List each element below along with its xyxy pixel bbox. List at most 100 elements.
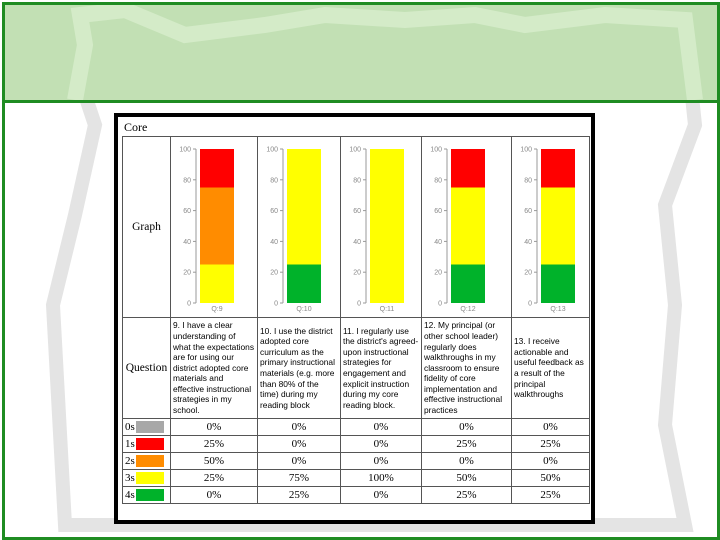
question-text-q10: 10. I use the district adopted core curr… [257,317,341,419]
chart-cell-q11: 0 20 40 60 80 100 Q:11 [340,136,422,318]
header-map-watermark [67,5,703,102]
y-tick-label: 0 [357,301,361,308]
y-tick-label: 20 [183,270,191,277]
y-tick-label: 60 [434,208,442,215]
score-label-text: 4s [125,488,135,501]
pct-cell: 25% [257,486,341,504]
y-tick-label: 60 [524,208,532,215]
x-category-label: Q:11 [380,306,395,313]
y-tick-label: 100 [349,147,361,154]
score-label-text: 2s [125,454,135,467]
y-tick-label: 100 [430,147,442,154]
graph-row-label: Graph [122,136,171,318]
survey-table: Graph 0 20 40 60 80 100 Q:9 0 20 40 60 80 100 Q:10 0… [122,136,590,504]
y-tick-label: 40 [353,239,361,246]
question-text-q13: 13. I receive actionable and useful feed… [511,317,590,419]
y-tick-label: 0 [274,301,278,308]
core-title: Core [124,120,148,134]
pct-cell: 0% [340,486,422,504]
bar-segment-3s [370,149,404,303]
chart-q11: 0 20 40 60 80 100 Q:11 [349,147,404,313]
header-band [5,5,717,103]
pct-cell: 0% [170,486,258,504]
pct-cell: 0% [511,418,590,436]
y-tick-label: 100 [179,147,191,154]
bar-segment-1s [541,149,575,188]
chart-cell-q9: 0 20 40 60 80 100 Q:9 [170,136,258,318]
core-survey-panel: Core Graph 0 20 40 60 80 100 Q:9 0 20 40 60 80 100 Q… [114,113,595,524]
score-label-0s: 0s [122,418,171,436]
score-label-2s: 2s [122,452,171,470]
y-tick-label: 100 [266,147,278,154]
y-tick-label: 40 [524,239,532,246]
bar-segment-4s [287,264,321,303]
y-tick-label: 0 [438,301,442,308]
question-row-label: Question [122,317,171,419]
pct-cell: 0% [257,435,341,453]
pct-cell: 50% [511,469,590,487]
y-tick-label: 60 [353,208,361,215]
y-tick-label: 40 [434,239,442,246]
y-tick-label: 20 [524,270,532,277]
question-row: Question 9. I have a clear understanding… [122,317,590,419]
pct-cell: 100% [340,469,422,487]
pct-cell: 25% [511,486,590,504]
swatch-2s [135,455,164,468]
pct-cell: 0% [421,452,512,470]
question-text-q9: 9. I have a clear understanding of what … [170,317,258,419]
y-tick-label: 100 [520,147,532,154]
question-text-q11: 11. I regularly use the district's agree… [340,317,422,419]
bar-segment-3s [287,149,321,265]
swatch-0s [135,421,164,434]
y-tick-label: 80 [353,177,361,184]
score-label-1s: 1s [122,435,171,453]
chart-q12: 0 20 40 60 80 100 Q:12 [430,147,485,313]
y-tick-label: 60 [183,208,191,215]
chart-cell-q12: 0 20 40 60 80 100 Q:12 [421,136,512,318]
pct-cell: 0% [257,452,341,470]
y-tick-label: 80 [183,177,191,184]
swatch-1s [135,438,164,451]
score-row-3s: 3s 25% 75% 100% 50% 50% [122,469,590,487]
pct-cell: 75% [257,469,341,487]
score-row-1s: 1s 25% 0% 0% 25% 25% [122,435,590,453]
chart-q13: 0 20 40 60 80 100 Q:13 [520,147,575,313]
pct-cell: 25% [421,435,512,453]
pct-cell: 25% [170,435,258,453]
chart-cell-q10: 0 20 40 60 80 100 Q:10 [257,136,341,318]
pct-cell: 0% [421,418,512,436]
pct-cell: 0% [340,418,422,436]
score-label-text: 0s [125,420,135,433]
score-label-3s: 3s [122,469,171,487]
y-tick-label: 80 [434,177,442,184]
pct-cell: 0% [511,452,590,470]
y-tick-label: 60 [270,208,278,215]
chart-q9: 0 20 40 60 80 100 Q:9 [179,147,234,313]
score-label-text: 1s [125,437,135,450]
y-tick-label: 80 [524,177,532,184]
bar-segment-3s [451,187,485,265]
score-label-text: 3s [125,471,135,484]
y-tick-label: 20 [270,270,278,277]
y-tick-label: 80 [270,177,278,184]
y-tick-label: 0 [528,301,532,308]
swatch-4s [135,489,164,502]
score-label-4s: 4s [122,486,171,504]
pct-cell: 0% [170,418,258,436]
y-tick-label: 20 [353,270,361,277]
swatch-3s [135,472,164,485]
chart-cell-q13: 0 20 40 60 80 100 Q:13 [511,136,590,318]
bar-segment-4s [541,264,575,303]
pct-cell: 0% [257,418,341,436]
x-category-label: Q:9 [211,306,222,313]
bar-segment-4s [451,264,485,303]
pct-cell: 50% [421,469,512,487]
graph-row: Graph 0 20 40 60 80 100 Q:9 0 20 40 60 80 100 Q:10 0… [122,136,590,318]
chart-q10: 0 20 40 60 80 100 Q:10 [266,147,321,313]
bar-segment-3s [200,264,234,303]
pct-cell: 0% [340,435,422,453]
score-row-0s: 0s 0% 0% 0% 0% 0% [122,418,590,436]
y-tick-label: 40 [183,239,191,246]
question-text-q12: 12. My principal (or other school leader… [421,317,512,419]
